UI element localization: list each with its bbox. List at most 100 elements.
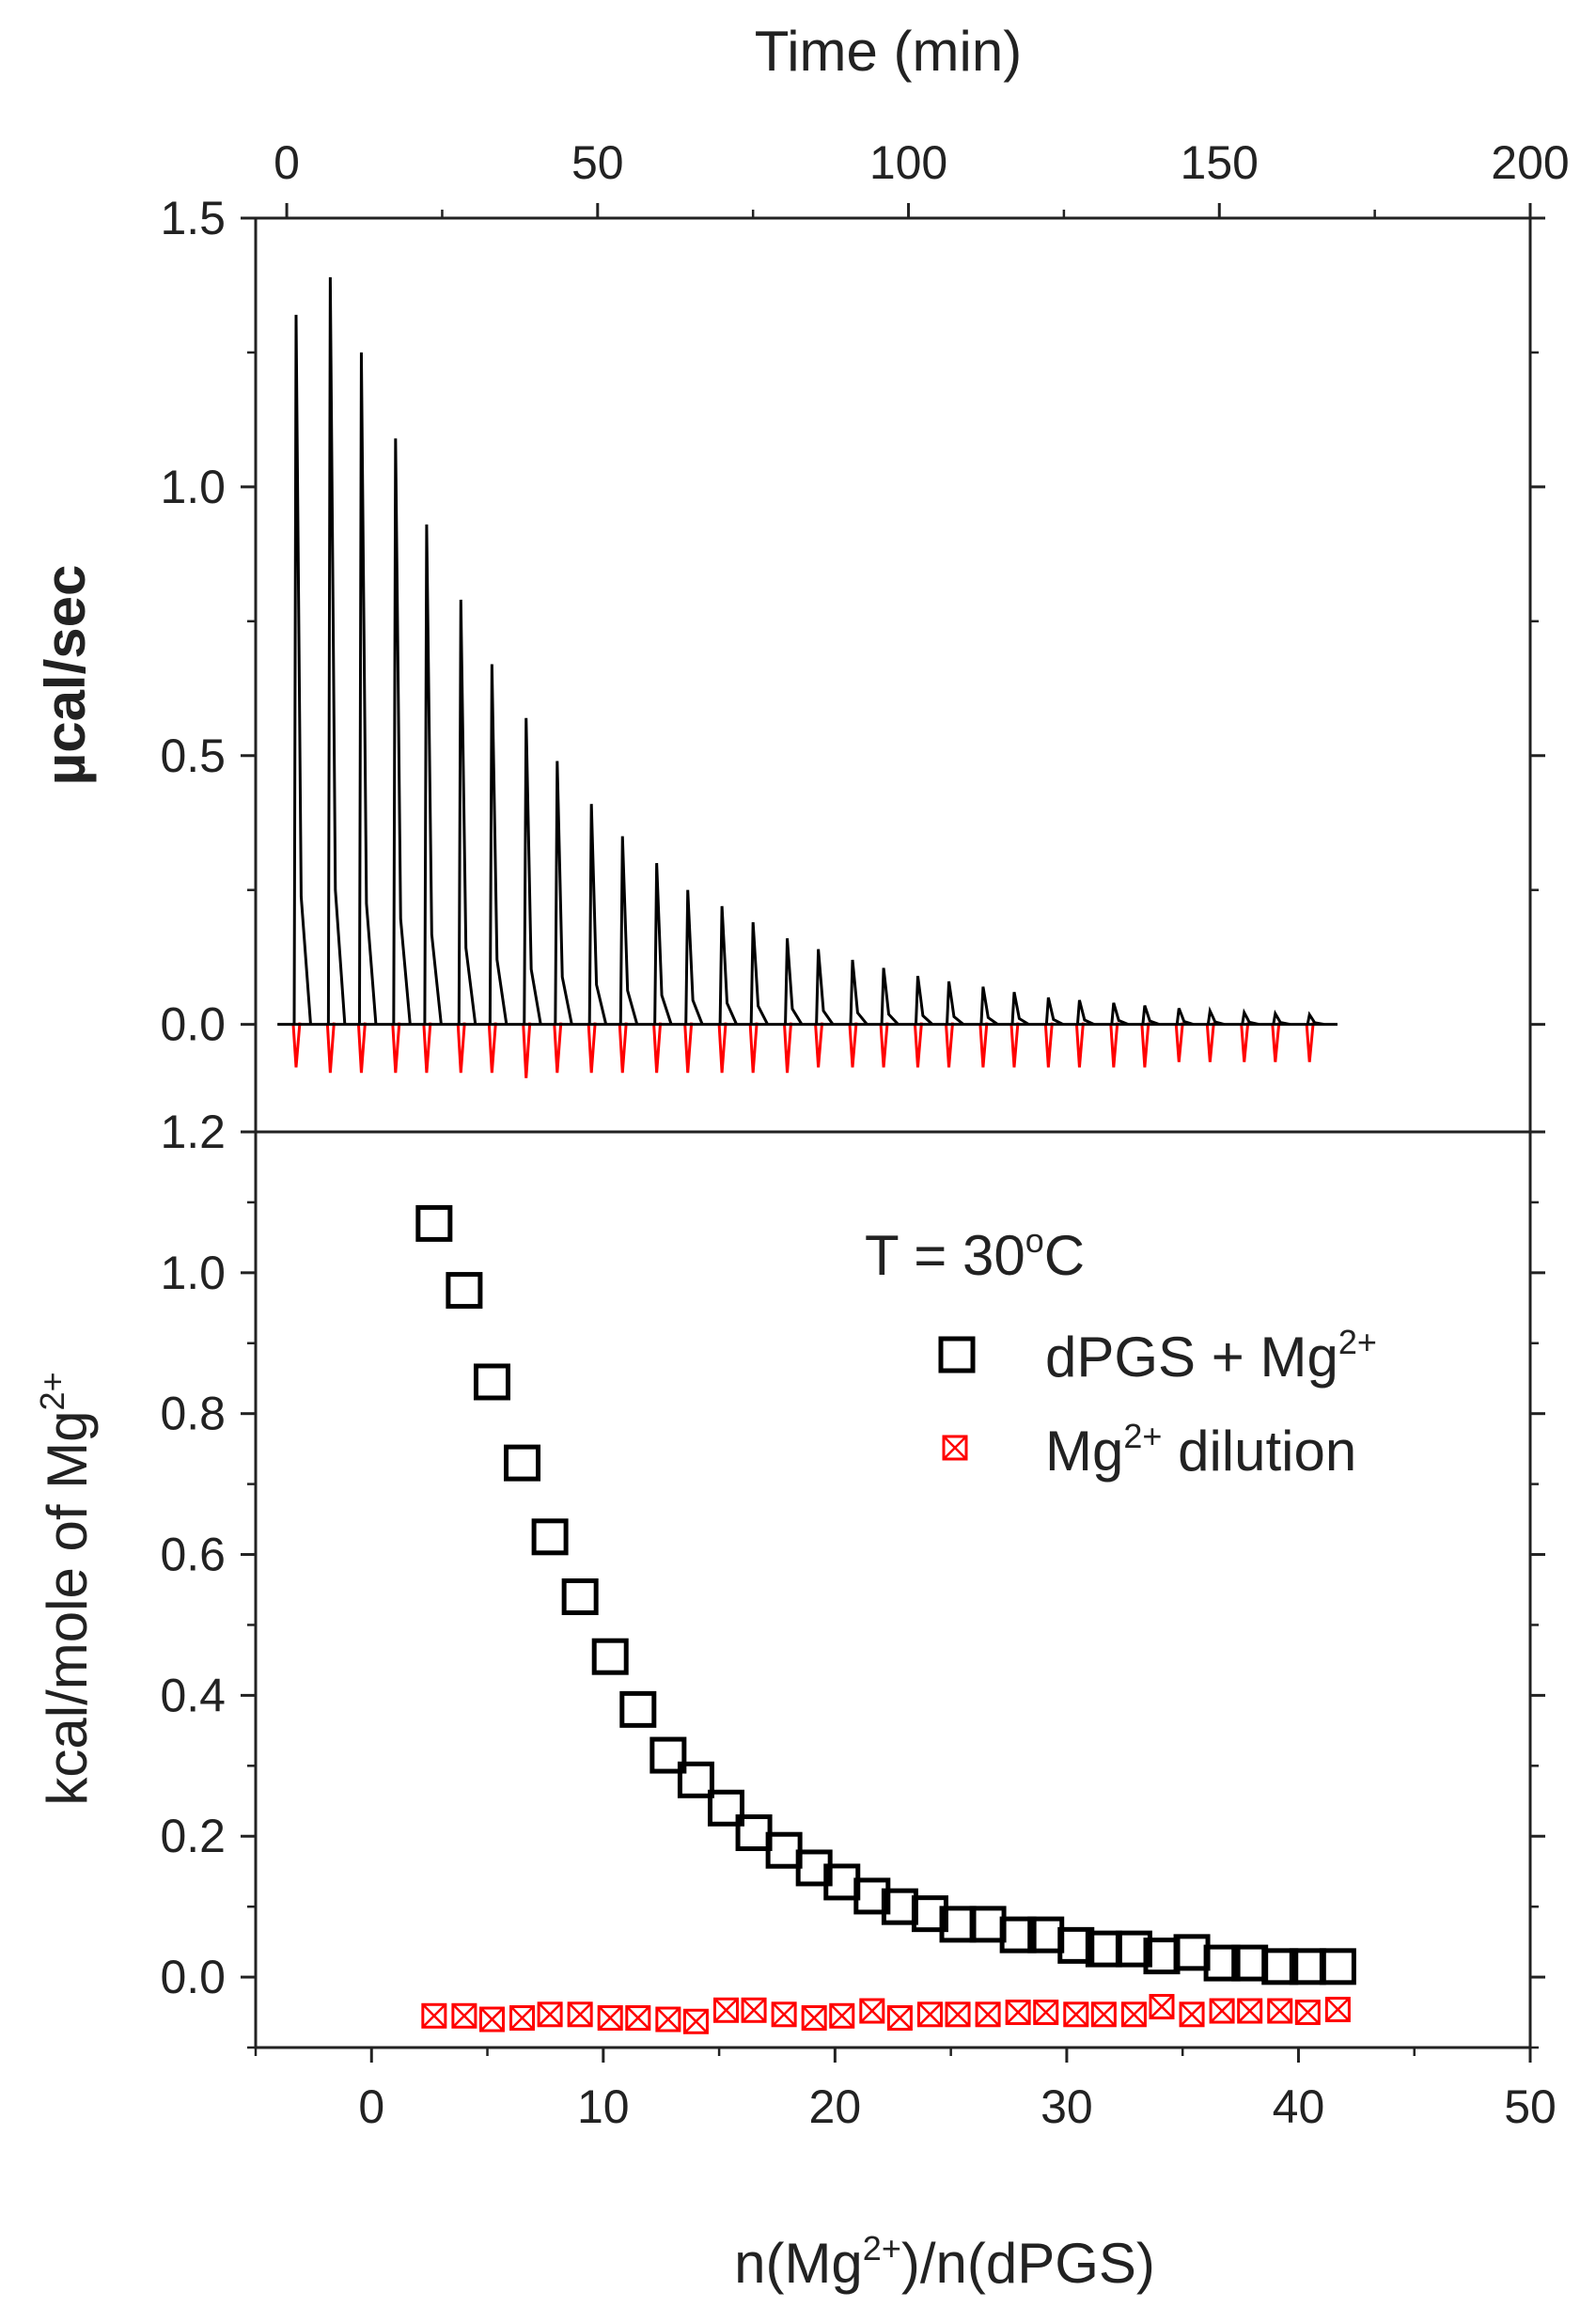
dilution-data-point	[1090, 2001, 1117, 2028]
top-panel-raw-heat: 0 50 100 150 200 0.0 0.5 1.0 1.5 Time (min) µcal…	[34, 20, 1570, 1134]
top-y-tick-label: 0.0	[160, 998, 226, 1051]
legend-label-dpgs-superscript: 2+	[1338, 1323, 1377, 1361]
dilution-data-point	[886, 2005, 913, 2032]
dilution-data-point-box	[829, 2002, 855, 2029]
dilution-injection-peak	[717, 1022, 728, 1074]
dilution-data-point-box	[1294, 2000, 1321, 2026]
dilution-data-point-box	[1005, 2000, 1031, 2026]
temperature-annotation: T = 30oC	[865, 1221, 1085, 1287]
dilution-data-point-cross	[1325, 1997, 1351, 2022]
dilution-injection-peak	[522, 1022, 532, 1078]
dilution-data-point-cross	[1033, 2000, 1058, 2025]
dilution-data-point-cross	[683, 2009, 709, 2034]
bottom-panel-ticks: 0 10 20 30 40 50 0.0 0.2 0.4 0.6 0.8 1.0 1.2	[160, 1106, 1556, 2133]
dilution-data-point-box	[801, 2005, 827, 2032]
dilution-data-point	[421, 2002, 447, 2029]
bottom-y-axis-title-prefix: kcal/mole of Mg	[36, 1410, 99, 1805]
bottom-x-axis-title-suffix: )/n(dPGS)	[901, 2232, 1155, 2295]
bottom-x-tick-label: 10	[577, 2080, 630, 2133]
dilution-data-point-cross	[479, 2007, 505, 2032]
dilution-data-point-cross	[568, 2001, 593, 2027]
dilution-data-point	[1294, 2000, 1321, 2026]
dilution-data-point	[801, 2005, 827, 2032]
dpgs-injection-peak	[554, 761, 573, 1025]
dilution-data-point-box	[1179, 2001, 1205, 2028]
dilution-data-point-cross	[655, 2007, 681, 2032]
bottom-y-axis-title: kcal/mole of Mg2+	[33, 1372, 99, 1805]
dilution-data-point	[771, 2001, 797, 2028]
dilution-injection-peak	[1305, 1022, 1315, 1062]
dilution-data-point-cross	[742, 1998, 766, 2023]
dilution-data-point-box	[1033, 2000, 1059, 2026]
dilution-data-point-cross	[859, 1999, 884, 2023]
dilution-data-point-cross	[713, 1998, 739, 2023]
dpgs-injection-peak	[946, 981, 964, 1026]
dilution-injection-peak	[1043, 1022, 1054, 1068]
dpgs-injection-peak	[979, 986, 999, 1026]
temperature-annotation-value: T = 30	[865, 1224, 1025, 1287]
dpgs-injection-peak	[292, 314, 312, 1025]
bottom-y-tick-label: 0.6	[160, 1529, 226, 1581]
dilution-injection-peak	[1271, 1022, 1281, 1062]
dpgs-data-point	[999, 1916, 1037, 1954]
dilution-data-point	[829, 2002, 855, 2029]
dilution-data-point	[1063, 2001, 1089, 2028]
dilution-injection-peak	[487, 1022, 497, 1074]
dilution-data-point-cross	[1267, 1999, 1292, 2023]
dpgs-injection-peak	[1272, 1009, 1291, 1027]
dpgs-injection-peak	[1010, 992, 1030, 1026]
dilution-data-point-cross	[1006, 2000, 1031, 2025]
dpgs-injection-peak	[1075, 999, 1095, 1027]
dpgs-injection-peak	[423, 524, 443, 1025]
dilution-data-point-cross	[625, 2005, 650, 2031]
dpgs-injection-peak	[784, 938, 804, 1026]
dilution-injection-peak	[356, 1022, 367, 1074]
dpgs-injection-peak	[815, 949, 835, 1026]
dpgs-injection-peak	[1141, 1005, 1160, 1027]
dilution-injection-peak	[1174, 1022, 1184, 1062]
dilution-injection-peak	[456, 1022, 466, 1074]
dpgs-data-point	[1115, 1930, 1152, 1968]
bottom-panel-series	[415, 1204, 1356, 2034]
dilution-data-point-box	[1149, 1994, 1175, 2020]
dilution-data-point	[537, 2001, 563, 2028]
dilution-data-point	[478, 2006, 505, 2032]
bottom-y-tick-label: 0.2	[160, 1810, 226, 1862]
dilution-data-point-box	[1063, 2001, 1089, 2028]
dpgs-injection-peak	[587, 804, 608, 1025]
dilution-data-point-cross	[598, 2005, 623, 2031]
dilution-injection-peak	[1009, 1022, 1020, 1068]
dilution-data-point	[975, 2001, 1001, 2028]
dilution-injection-peak	[848, 1022, 858, 1068]
dpgs-injection-peak	[1306, 1011, 1324, 1027]
dilution-data-point	[1149, 1994, 1175, 2020]
top-x-tick-label: 50	[571, 136, 624, 189]
dilution-injection-peak	[587, 1022, 597, 1074]
dilution-data-point-box	[682, 2008, 709, 2034]
top-x-tick-label: 150	[1181, 136, 1259, 189]
dpgs-injection-peak	[618, 836, 639, 1026]
dilution-data-point-cross	[1210, 1999, 1234, 2023]
dpgs-injection-peak	[653, 863, 673, 1026]
dpgs-data-point	[473, 1363, 510, 1401]
temperature-unit: C	[1044, 1224, 1085, 1287]
dilution-data-point-box	[597, 2005, 623, 2032]
dilution-data-point	[741, 1997, 767, 2023]
dpgs-injection-peak	[749, 921, 769, 1026]
dilution-data-point-cross	[772, 2001, 797, 2027]
dpgs-data-point	[619, 1690, 657, 1728]
dpgs-injection-peak	[488, 664, 509, 1025]
dilution-data-point-cross	[1063, 2001, 1088, 2027]
top-y-tick-label: 1.5	[160, 192, 226, 244]
dpgs-injection-peak	[523, 717, 542, 1025]
top-x-tick-label: 200	[1491, 136, 1569, 189]
legend-marker-dpgs	[938, 1336, 976, 1373]
bottom-x-axis-title: n(Mg2+)/n(dPGS)	[734, 2229, 1155, 2295]
dpgs-data-point	[1319, 1948, 1356, 1985]
dilution-data-point-cross	[1237, 1999, 1262, 2023]
dilution-data-point-cross	[1091, 2001, 1117, 2027]
legend-marker-dilution-cross-b	[943, 1436, 967, 1460]
legend-label-dilution-prefix: Mg	[1045, 1420, 1123, 1483]
legend-marker-dilution	[942, 1435, 968, 1461]
